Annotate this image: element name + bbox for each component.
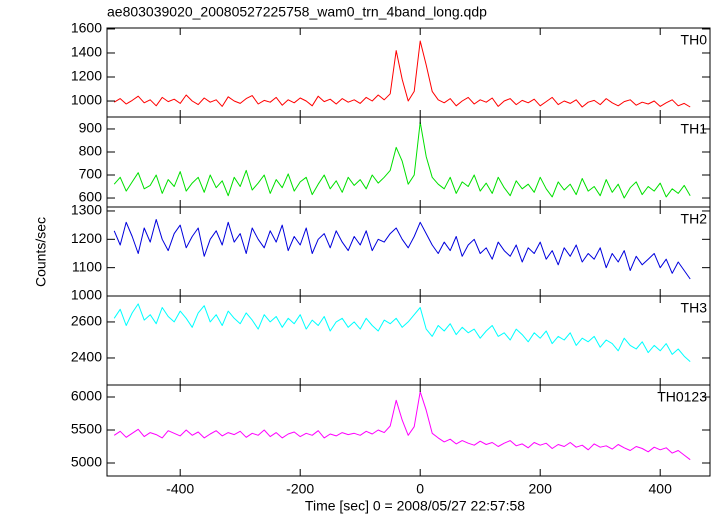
x-axis-label: Time [sec] 0 = 2008/05/27 22:57:58 (305, 498, 525, 514)
panel-frame (106, 116, 711, 208)
y-axis-label: Counts/sec (33, 217, 49, 287)
y-tick-label: 1100 (72, 258, 102, 274)
data-line (113, 219, 691, 280)
y-tick-label: 1200 (71, 68, 102, 84)
panel-label: TH1 (681, 121, 708, 137)
chart-title: ae803039020_20080527225758_wam0_trn_4ban… (107, 4, 487, 20)
y-tick-label: 800 (79, 143, 103, 159)
x-tick-label: 200 (529, 481, 553, 497)
y-tick-label: 2400 (71, 349, 102, 365)
panel-frame (106, 206, 711, 297)
panel-label: TH2 (681, 211, 708, 227)
x-tick-label: -400 (166, 481, 194, 497)
data-line (113, 40, 691, 108)
panel-label: TH0123 (657, 389, 707, 405)
x-tick-label: 0 (416, 481, 424, 497)
y-tick-label: 1000 (71, 92, 102, 108)
y-tick-label: 5000 (71, 454, 102, 470)
x-tick-label: 400 (649, 481, 673, 497)
y-tick-label: 600 (79, 189, 103, 205)
y-tick-label: 1400 (71, 44, 102, 60)
data-line (113, 303, 691, 362)
y-tick-label: 1300 (71, 202, 102, 218)
y-tick-label: 1600 (71, 20, 102, 36)
x-tick-label: -200 (286, 481, 314, 497)
y-tick-label: 1000 (71, 287, 102, 303)
panel-label: TH0 (681, 32, 708, 48)
y-tick-label: 700 (79, 166, 103, 182)
y-tick-label: 6000 (71, 388, 102, 404)
panel-label: TH3 (681, 300, 708, 316)
panel-frame (106, 295, 711, 386)
data-line (113, 391, 691, 461)
panel-frame (106, 384, 711, 477)
y-tick-label: 2600 (71, 313, 102, 329)
y-tick-label: 5500 (71, 421, 102, 437)
y-tick-label: 1200 (71, 230, 102, 246)
y-tick-label: 900 (79, 120, 103, 136)
data-line (113, 121, 691, 199)
